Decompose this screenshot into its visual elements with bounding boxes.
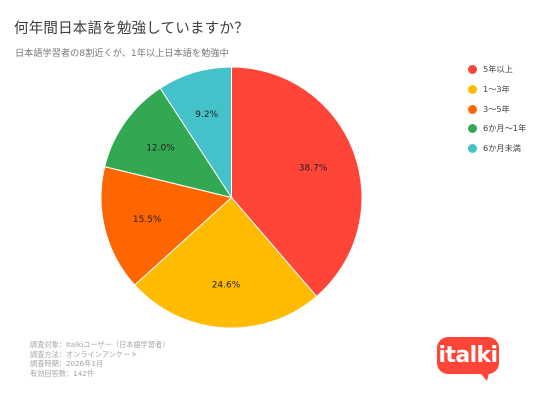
chart-title: 何年間日本語を勉強していますか？ xyxy=(14,21,249,37)
legend-label: 6か月〜1年 xyxy=(483,123,527,134)
footnote-line: 調査対象：italkiユーザー（日本語学習者） xyxy=(30,340,170,349)
pie-data-labels: 38.7% 24.6% 15.5% 12.0% 9.2% xyxy=(133,110,328,290)
pie-slices xyxy=(100,66,363,329)
pie-slice xyxy=(159,66,232,200)
pie-slice xyxy=(133,196,318,329)
chart-legend: 5年以上 1〜3年 3〜5年 6か月〜1年 6か月未満 xyxy=(468,65,526,164)
pie-data-label: 38.7% xyxy=(299,163,328,173)
pie-data-label: 12.0% xyxy=(146,143,175,153)
logo-speech-tail xyxy=(477,369,490,381)
footnote-line: 調査時期：2026年1月 xyxy=(30,359,104,369)
legend-swatch xyxy=(468,124,477,134)
legend-item: 1〜3年 xyxy=(468,83,526,94)
pie-data-label: 15.5% xyxy=(133,215,162,225)
legend-label: 5年以上 xyxy=(483,64,513,74)
legend-item: 5年以上 xyxy=(468,65,526,74)
legend-swatch xyxy=(468,84,477,94)
italki-logo: italki xyxy=(437,337,499,374)
chart-subtitle: 日本語学習者の8割近くが、1年以上日本語を勉強中 xyxy=(15,48,229,59)
legend-swatch xyxy=(468,104,477,114)
pie-slice xyxy=(104,87,233,199)
survey-footnote: 調査対象：italkiユーザー（日本語学習者） 調査方法：オンラインアンケート … xyxy=(30,340,169,379)
footnote-line: 有効回答数：142件 xyxy=(30,369,95,379)
legend-label: 3〜5年 xyxy=(483,103,510,114)
legend-label: 6か月未満 xyxy=(483,143,521,154)
pie-data-label: 9.2% xyxy=(195,110,218,120)
legend-item: 3〜5年 xyxy=(468,103,526,114)
legend-swatch xyxy=(468,144,477,154)
logo-text: italki xyxy=(438,343,498,368)
pie-data-label: 24.6% xyxy=(212,280,241,290)
legend-label: 1〜3年 xyxy=(483,83,510,94)
footnote-line: 調査方法：オンラインアンケート xyxy=(30,349,138,359)
pie-slice xyxy=(231,66,363,298)
legend-swatch xyxy=(468,65,477,74)
legend-item: 6か月未満 xyxy=(468,143,526,154)
legend-item: 6か月〜1年 xyxy=(468,123,527,134)
pie-slice xyxy=(100,166,233,286)
